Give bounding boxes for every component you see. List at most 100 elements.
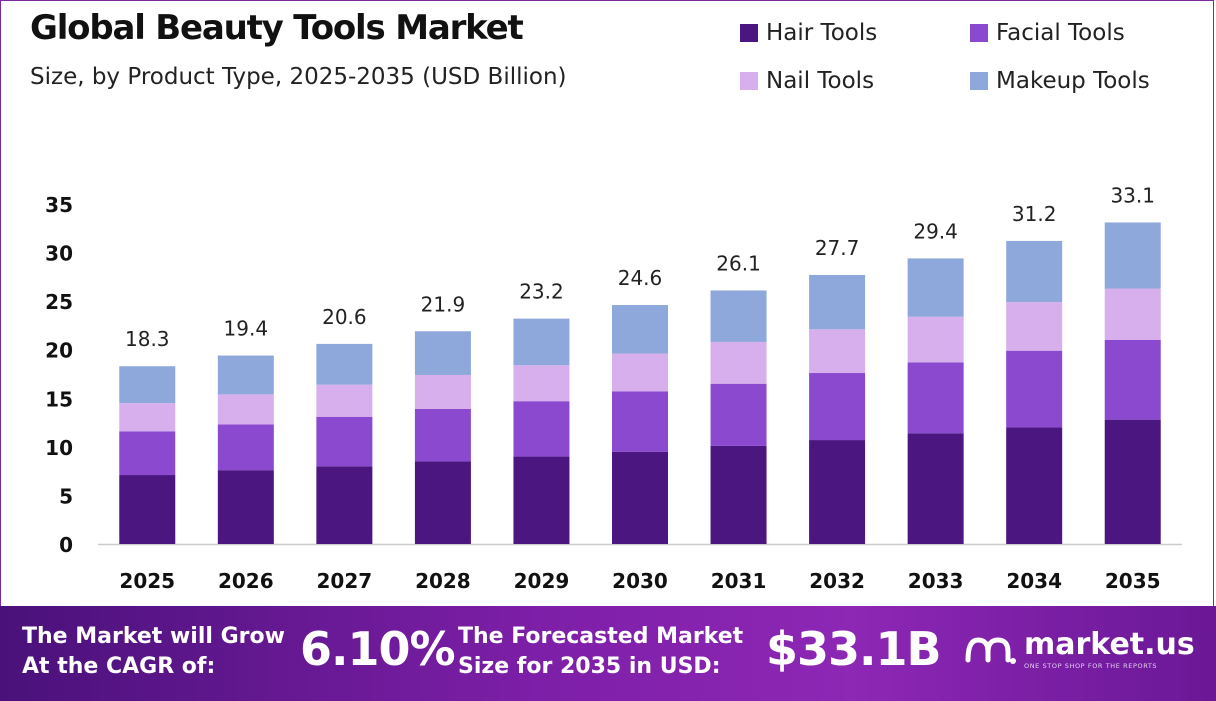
bar-segment-hair-tools	[414, 461, 471, 544]
bar-segment-nail-tools	[809, 329, 866, 374]
logo-name: market.us	[1024, 627, 1195, 662]
summary-banner: The Market will Grow At the CAGR of: 6.1…	[0, 606, 1216, 701]
bar-segment-hair-tools	[1006, 427, 1063, 544]
bar-segment-hair-tools	[612, 451, 668, 544]
stacked-bar-chart: 0510152025303518.3202519.4202620.6202721…	[45, 183, 1182, 593]
x-tick-label: 2033	[908, 569, 964, 593]
bar-segment-hair-tools	[217, 470, 274, 544]
bar-total-label: 27.7	[815, 236, 860, 260]
bar-segment-makeup-tools	[1006, 240, 1063, 303]
x-tick-label: 2027	[317, 569, 373, 593]
x-tick-label: 2029	[514, 569, 570, 593]
bar-total-label: 20.6	[322, 305, 367, 329]
bar-segment-makeup-tools	[513, 318, 570, 366]
y-tick-label: 15	[45, 387, 73, 411]
bar-segment-hair-tools	[513, 456, 570, 544]
chart-title: Global Beauty Tools Market	[30, 8, 524, 48]
bar-segment-hair-tools	[907, 433, 964, 544]
chart-subtitle: Size, by Product Type, 2025-2035 (USD Bi…	[30, 64, 567, 90]
legend-label: Hair Tools	[766, 20, 878, 46]
legend-item-makeup-tools: Makeup Tools	[970, 68, 1150, 94]
x-tick-label: 2034	[1006, 569, 1062, 593]
bar-segment-makeup-tools	[809, 274, 866, 330]
legend: Hair Tools Facial Tools Nail Tools Makeu…	[740, 16, 1200, 106]
bar-segment-facial-tools	[710, 383, 767, 446]
bar-segment-facial-tools	[1104, 340, 1161, 420]
bar-segment-nail-tools	[414, 374, 471, 409]
legend-item-facial-tools: Facial Tools	[970, 20, 1125, 46]
bar-segment-makeup-tools	[414, 331, 471, 375]
x-tick-label: 2030	[612, 569, 668, 593]
y-tick-label: 5	[59, 484, 73, 508]
bar-segment-facial-tools	[809, 373, 866, 441]
bar-total-label: 19.4	[224, 317, 269, 341]
bar-segment-makeup-tools	[612, 305, 668, 354]
market-us-logo-icon	[965, 637, 1016, 664]
bar-segment-nail-tools	[710, 341, 767, 384]
bar-segment-facial-tools	[217, 424, 274, 471]
legend-swatch-makeup-tools	[970, 72, 988, 90]
logo-tagline: ONE STOP SHOP FOR THE REPORTS	[1024, 662, 1158, 670]
y-tick-label: 25	[45, 290, 73, 314]
bar-segment-makeup-tools	[710, 290, 767, 342]
bar-total-label: 26.1	[716, 251, 761, 275]
legend-label: Facial Tools	[996, 20, 1125, 46]
y-tick-label: 35	[45, 193, 73, 217]
x-tick-label: 2028	[415, 569, 471, 593]
legend-item-nail-tools: Nail Tools	[740, 68, 874, 94]
bar-segment-facial-tools	[119, 431, 176, 476]
x-tick-label: 2032	[809, 569, 865, 593]
bar-total-label: 23.2	[519, 280, 564, 304]
bar-segment-facial-tools	[513, 401, 570, 457]
bar-segment-makeup-tools	[1104, 222, 1161, 289]
market-us-logo: market.us ONE STOP SHOP FOR THE REPORTS	[962, 630, 1195, 670]
cagr-label: The Market will Grow At the CAGR of:	[22, 622, 285, 682]
legend-swatch-facial-tools	[970, 24, 988, 42]
bar-segment-nail-tools	[217, 394, 274, 425]
x-tick-label: 2031	[711, 569, 767, 593]
bar-segment-hair-tools	[316, 466, 373, 544]
bar-segment-hair-tools	[710, 445, 767, 544]
bar-segment-makeup-tools	[119, 366, 176, 404]
bar-total-label: 21.9	[421, 292, 466, 316]
forecast-label: The Forecasted Market Size for 2035 in U…	[458, 622, 743, 682]
y-tick-label: 30	[45, 242, 73, 266]
bar-segment-makeup-tools	[217, 355, 274, 395]
bar-segment-facial-tools	[612, 391, 668, 452]
bar-total-label: 31.2	[1012, 202, 1057, 226]
bar-total-label: 29.4	[913, 219, 958, 243]
bar-segment-nail-tools	[513, 365, 570, 402]
cagr-value: 6.10%	[300, 622, 456, 676]
x-tick-label: 2035	[1105, 569, 1161, 593]
legend-item-hair-tools: Hair Tools	[740, 20, 877, 46]
bar-segment-nail-tools	[119, 403, 176, 432]
x-tick-label: 2026	[218, 569, 274, 593]
y-tick-label: 10	[45, 436, 73, 460]
bar-segment-nail-tools	[612, 353, 668, 392]
y-tick-label: 0	[59, 533, 73, 557]
bar-total-label: 18.3	[125, 327, 170, 351]
forecast-value: $33.1B	[766, 622, 942, 676]
legend-swatch-hair-tools	[740, 24, 758, 42]
bar-segment-hair-tools	[119, 475, 176, 544]
y-tick-label: 20	[45, 339, 73, 363]
legend-label: Makeup Tools	[996, 68, 1150, 94]
x-tick-label: 2025	[119, 569, 175, 593]
legend-swatch-nail-tools	[740, 72, 758, 90]
bar-segment-nail-tools	[1104, 288, 1161, 340]
bar-segment-makeup-tools	[316, 343, 373, 385]
bar-segment-facial-tools	[1006, 350, 1063, 428]
forecast-label-line1: The Forecasted Market	[458, 624, 744, 649]
bar-total-label: 33.1	[1110, 183, 1155, 207]
forecast-label-line2: Size for 2035 in USD:	[458, 654, 721, 679]
bar-segment-nail-tools	[316, 384, 373, 417]
cagr-label-line2: At the CAGR of:	[22, 654, 216, 679]
legend-label: Nail Tools	[766, 68, 875, 94]
bar-segment-nail-tools	[907, 316, 964, 363]
bar-segment-hair-tools	[1104, 419, 1161, 544]
bar-segment-facial-tools	[907, 362, 964, 434]
bar-segment-facial-tools	[414, 408, 471, 462]
bar-segment-hair-tools	[809, 440, 866, 544]
bar-segment-nail-tools	[1006, 302, 1063, 351]
bar-segment-makeup-tools	[907, 258, 964, 317]
